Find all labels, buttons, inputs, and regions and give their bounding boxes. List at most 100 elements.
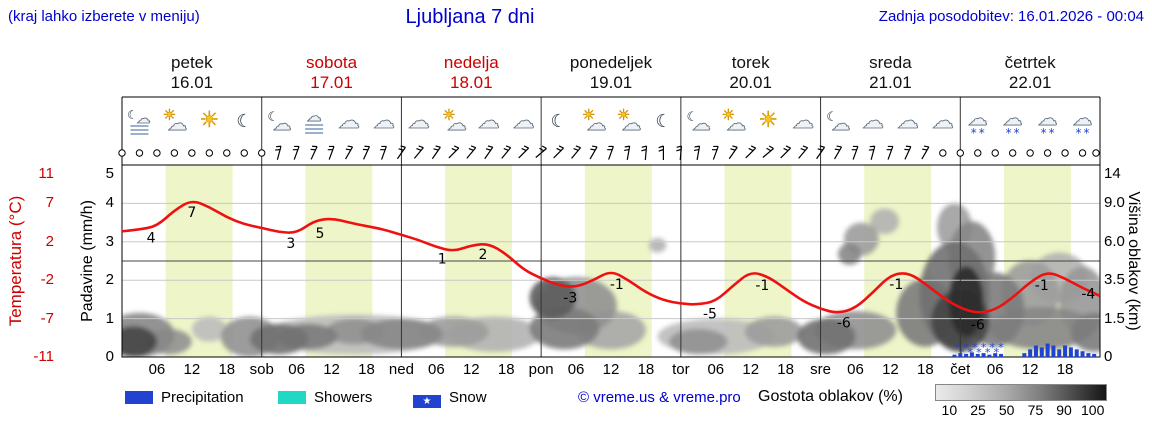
svg-text:☁: ☁ <box>136 111 150 127</box>
wind-barb-icon <box>571 145 582 159</box>
precipitation-label: Precipitation <box>161 389 244 406</box>
wind-barb-icon <box>693 145 701 160</box>
wind-barb-icon <box>275 145 282 160</box>
wind-barb-icon <box>553 145 564 159</box>
svg-text:☁: ☁ <box>621 111 641 135</box>
snow-mark-icon: * <box>994 346 1000 359</box>
wind-barb-icon <box>466 145 477 159</box>
wind-barb-icon <box>448 145 460 159</box>
svg-text:☁: ☁ <box>932 109 954 134</box>
snow-cloud-icon: ☁* * <box>967 106 988 140</box>
precip-tick-label: 0 <box>105 348 114 365</box>
wind-barb-icon <box>658 145 664 160</box>
temp-tick-label: 7 <box>45 194 54 212</box>
wind-barb-icon <box>728 145 738 160</box>
cloud-density-gradient <box>935 384 1107 401</box>
cloud-icon: ☁ <box>477 109 500 135</box>
precip-bar <box>981 353 986 357</box>
legend-snow: ★ Snow <box>413 389 487 408</box>
svg-text:☁: ☁ <box>726 111 746 135</box>
temperature-value-label: -3 <box>563 291 577 307</box>
precip-bar <box>1051 345 1056 357</box>
svg-text:☁: ☁ <box>832 113 851 135</box>
snow-mark-icon: * <box>985 346 991 359</box>
wind-barb-icon <box>816 145 826 160</box>
moon-cloud-icon: ☾☁ <box>267 110 292 135</box>
snow-label: Snow <box>449 389 487 406</box>
legend-precipitation: Precipitation <box>125 389 244 406</box>
precip-bar <box>1080 351 1085 357</box>
temperature-axis-title: Temperatura (°C) <box>6 195 25 327</box>
sun-icon: ☀ <box>758 108 778 134</box>
sun-cloud-icon: ☀☁ <box>616 106 641 136</box>
moon-cloud-icon: ☾☁ <box>826 110 851 135</box>
snow-cloud-icon: ☁* * <box>1002 106 1023 140</box>
x-tick-hour: 12 <box>183 361 201 378</box>
temperature-value-label: -1 <box>755 278 769 294</box>
snow-mark-icon: * <box>967 346 973 359</box>
x-tick-hour: 12 <box>1021 361 1039 378</box>
svg-text:☀: ☀ <box>617 106 630 124</box>
svg-text:☁: ☁ <box>447 111 467 135</box>
svg-text:*: * <box>1076 126 1082 140</box>
day-header-petek: petek 16.01 <box>170 53 214 92</box>
cloud-icon: ☁ <box>338 109 361 135</box>
wind-barb-icon <box>676 145 683 161</box>
wind-calm-icon <box>1008 149 1017 157</box>
cloud-density-ticks: 10 25 50 75 90 100 <box>935 402 1107 418</box>
cloud-blob <box>870 208 900 235</box>
temperature-value-label: 1 <box>438 251 447 267</box>
cloud-blob <box>648 237 667 253</box>
cloud-height-tick-label: 9.0 <box>1104 194 1125 212</box>
svg-text:*: * <box>979 126 985 140</box>
showers-swatch-icon <box>278 391 306 404</box>
x-tick-hour: 18 <box>358 361 375 378</box>
precipitation-axis-title: Padavine (mm/h) <box>79 200 96 322</box>
cloud-height-tick-label: 14 <box>1104 165 1121 182</box>
wind-barb-icon <box>310 145 318 160</box>
cloud-blob <box>669 328 728 355</box>
x-tick-hour: 18 <box>637 361 655 378</box>
cloud-blob <box>744 316 804 347</box>
cloud-icon: ☁ <box>373 109 396 135</box>
cloud-height-tick-label: 3.5 <box>1104 271 1125 289</box>
density-tick-label: 25 <box>970 402 986 418</box>
precip-bar <box>1086 353 1091 357</box>
x-tick-day: sob <box>249 361 274 378</box>
wind-calm-icon <box>974 149 982 157</box>
svg-text:☀: ☀ <box>758 108 778 133</box>
wind-barb-icon <box>851 145 859 160</box>
svg-text:☀: ☀ <box>442 106 455 124</box>
density-tick-label: 90 <box>1056 402 1072 418</box>
last-updated-text: Zadnja posodobitev: 16.01.2026 - 00:04 <box>878 8 1144 25</box>
svg-text:☁: ☁ <box>968 106 988 130</box>
svg-text:☁: ☁ <box>338 109 360 134</box>
day-header-ponedeljek: ponedeljek 19.01 <box>569 53 653 92</box>
temp-tick-label: -7 <box>40 309 54 327</box>
cloud-blob <box>1070 312 1100 352</box>
precip-bar <box>1063 345 1068 357</box>
snow-mark-icon: * <box>998 341 1004 354</box>
svg-text:☁: ☁ <box>307 107 322 125</box>
wind-calm-icon <box>223 149 231 157</box>
density-tick-label: 75 <box>1027 402 1044 418</box>
svg-text:☾: ☾ <box>686 110 698 125</box>
cloud-blob <box>838 243 862 265</box>
wind-barb-icon <box>798 145 809 159</box>
temperature-value-label: -1 <box>610 277 624 293</box>
wind-calm-icon <box>939 149 947 157</box>
wind-barb-icon <box>711 145 719 160</box>
wind-calm-icon <box>1043 149 1052 157</box>
x-tick-hour: 12 <box>462 361 480 378</box>
snow-mark-icon: * <box>955 341 961 354</box>
svg-text:☁: ☁ <box>692 113 711 135</box>
showers-label: Showers <box>314 389 373 406</box>
temp-tick-label: -11 <box>33 348 54 365</box>
copyright-link[interactable]: © vreme.us & vreme.pro <box>578 389 741 406</box>
x-tick-day: pon <box>528 361 554 378</box>
temperature-value-label: -6 <box>971 317 985 333</box>
x-tick-hour: 06 <box>428 361 445 378</box>
svg-text:☁: ☁ <box>897 109 919 134</box>
cloud-icon: ☁ <box>512 109 535 135</box>
